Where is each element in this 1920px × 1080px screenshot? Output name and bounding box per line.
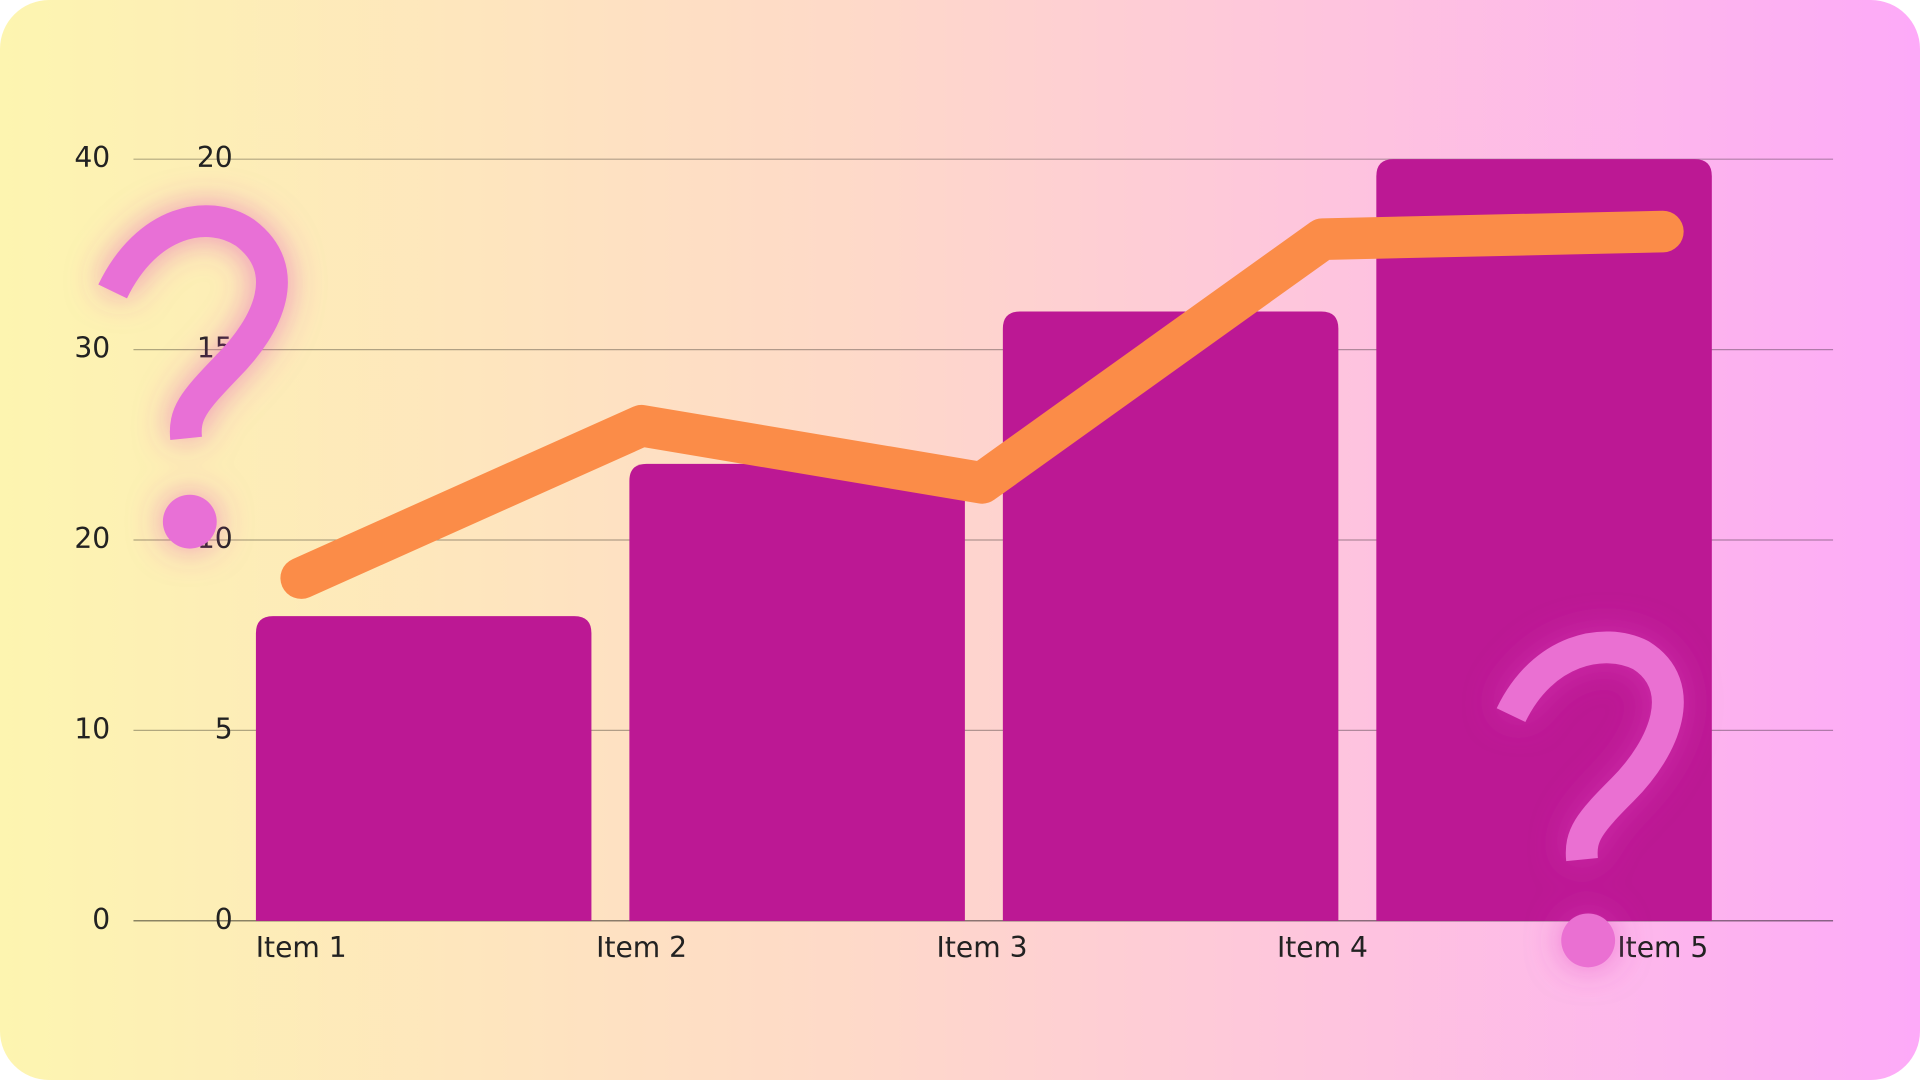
question-dot bbox=[162, 494, 217, 549]
y2-tick-label: 20 bbox=[197, 141, 233, 174]
question-mark bbox=[1496, 631, 1684, 862]
question-mark bbox=[98, 205, 288, 440]
bar bbox=[255, 616, 592, 921]
x-tick-label: Item 2 bbox=[596, 931, 687, 964]
y2-tick-label: 5 bbox=[215, 712, 233, 745]
bar bbox=[1376, 159, 1712, 921]
x-tick-label: Item 3 bbox=[937, 931, 1028, 964]
decoration bbox=[98, 205, 1684, 968]
bar bbox=[629, 463, 965, 921]
bar bbox=[1002, 311, 1339, 921]
y-tick-label: 10 bbox=[74, 712, 110, 745]
y-tick-label: 30 bbox=[74, 332, 110, 365]
line bbox=[280, 210, 1684, 599]
y2-tick-label: 0 bbox=[215, 903, 233, 936]
y-tick-label: 20 bbox=[74, 522, 110, 555]
x-tick-label: Item 1 bbox=[256, 931, 347, 964]
y-tick-label: 40 bbox=[74, 141, 110, 174]
y-tick-label: 0 bbox=[92, 903, 110, 936]
x-tick-label: Item 5 bbox=[1617, 931, 1708, 964]
x-tick-label: Item 4 bbox=[1277, 931, 1368, 964]
question-dot bbox=[1561, 913, 1616, 968]
